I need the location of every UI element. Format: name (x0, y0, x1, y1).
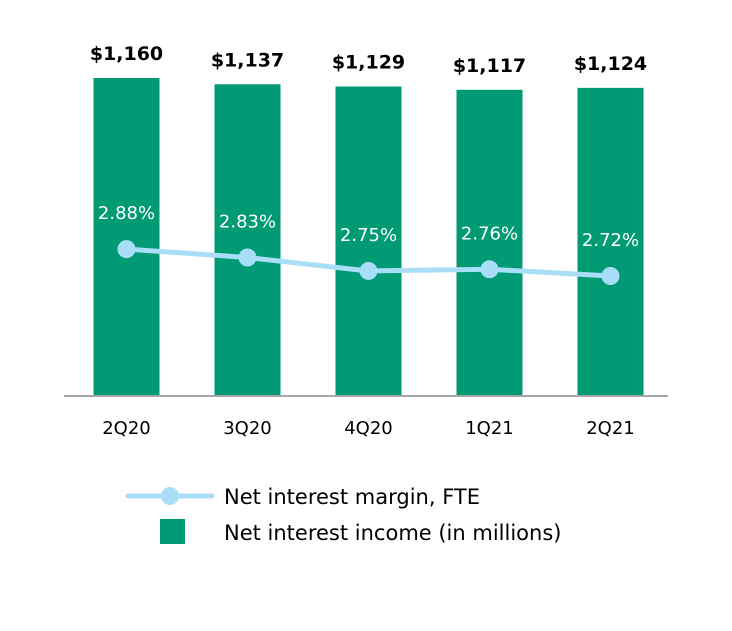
bar-value-label: $1,137 (211, 49, 284, 71)
x-tick-label: 2Q20 (102, 418, 151, 439)
bar-2q21 (577, 87, 644, 397)
legend-bar-swatch (160, 519, 185, 544)
margin-point-4q20 (359, 261, 378, 280)
margin-point-1q21 (480, 260, 499, 279)
margin-point-2q20 (117, 240, 136, 259)
margin-value-label: 2.83% (219, 212, 276, 233)
bar-3q20 (214, 84, 281, 396)
x-tick-label: 1Q21 (465, 418, 514, 439)
x-tick-label: 3Q20 (223, 418, 272, 439)
margin-point-3q20 (238, 248, 257, 267)
margin-value-label: 2.76% (461, 223, 518, 244)
bar-value-label: $1,129 (332, 51, 405, 73)
legend-line-label: Net interest margin, FTE (224, 485, 480, 509)
bar-4q20 (335, 86, 402, 396)
bar-value-label: $1,160 (90, 43, 163, 65)
margin-value-label: 2.75% (340, 225, 397, 246)
margin-value-label: 2.88% (98, 203, 155, 224)
x-tick-label: 4Q20 (344, 418, 393, 439)
legend: Net interest margin, FTE Net interest in… (125, 485, 561, 545)
bar-2q20 (93, 78, 160, 396)
bar-value-label: $1,117 (453, 55, 526, 77)
margin-point-2q21 (601, 267, 620, 285)
margin-value-label: 2.72% (582, 230, 639, 251)
bar-1q21 (456, 89, 523, 396)
legend-bar-label: Net interest income (in millions) (224, 521, 561, 545)
x-tick-label: 2Q21 (586, 418, 635, 439)
legend-line-marker (161, 487, 179, 505)
bar-value-label: $1,124 (574, 53, 647, 75)
